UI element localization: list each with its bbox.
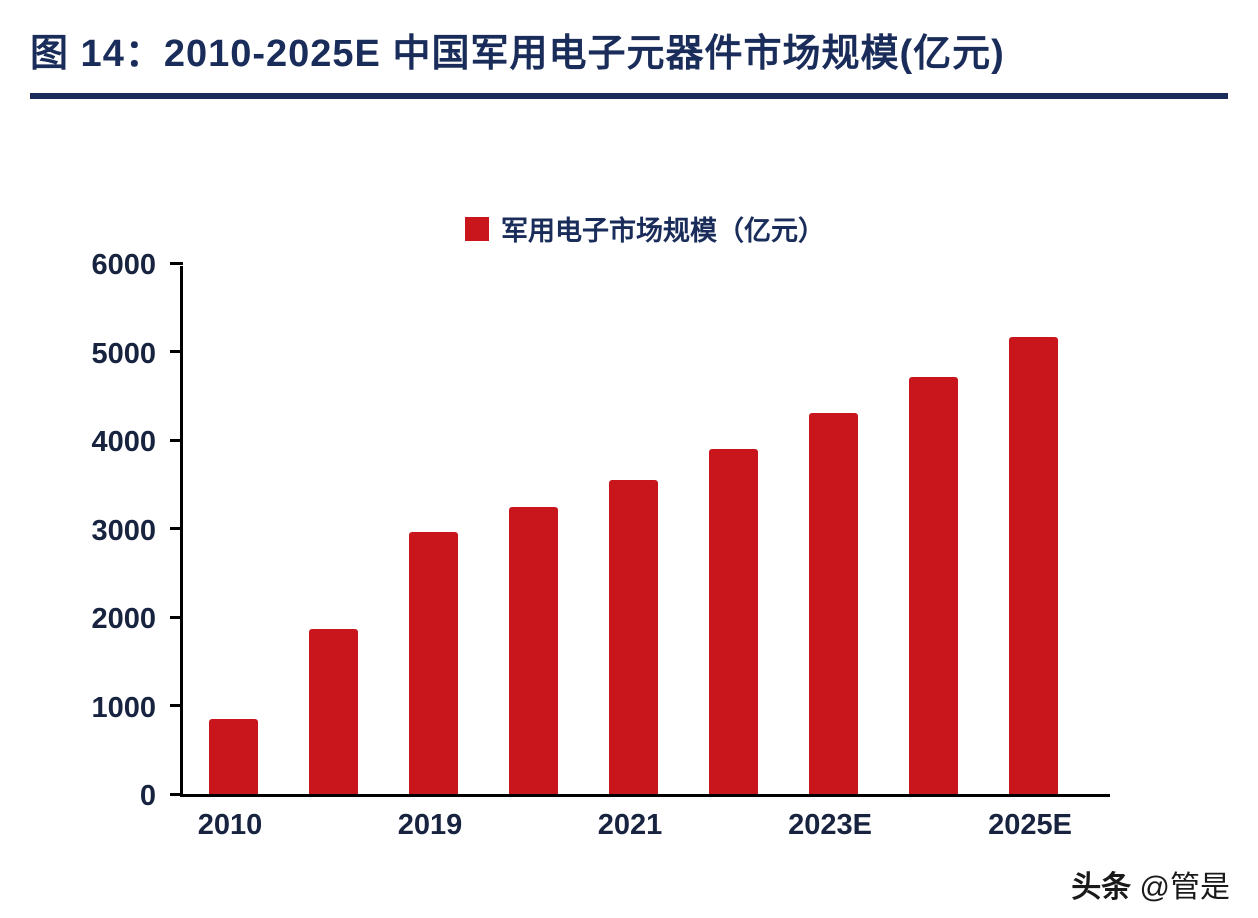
bar-2019 [408,532,458,794]
watermark: 头条 @管是 [1071,862,1230,906]
y-axis-labels: 0 1000 2000 3000 4000 5000 6000 [30,249,180,812]
bar-slot [483,263,583,794]
x-tick-label: 2010 [197,809,263,841]
legend: 军用电子市场规模（亿元） [180,209,1110,248]
watermark-brand: 头条 [1071,871,1132,904]
y-tick-label: 4000 [91,426,156,458]
bar-year-7 [908,377,958,794]
y-tick-mark [170,261,183,265]
x-tick-label [280,809,380,842]
bar-slot [383,263,483,794]
bar-2023E [808,413,858,794]
x-axis-labels: 2010 2019 2021 2023E 2025E [180,809,1080,842]
bar-2025E [1008,337,1058,794]
x-tick-label: 2023E [788,809,872,841]
y-tick-mark [170,350,183,353]
legend-label: 军用电子市场规模（亿元） [501,216,825,246]
y-tick-mark [170,527,183,530]
chart-region: 军用电子市场规模（亿元） 0 1000 2000 3000 4000 5000 6000 2… [30,209,1258,842]
plot-row: 0 1000 2000 3000 4000 5000 6000 [30,249,1258,812]
y-tick-mark [170,615,183,619]
bar-slot [183,263,283,794]
legend-swatch-icon [465,216,489,241]
x-tick-label [680,809,780,842]
bar-year-1 [308,629,358,794]
y-tick-label: 0 [139,780,156,812]
bar-slot [683,263,783,794]
x-axis-row: 2010 2019 2021 2023E 2025E [30,809,1258,842]
plot-area [170,261,1110,797]
x-tick-label: 2019 [397,809,463,841]
bar-slot [583,263,683,794]
page-title: 图 14：2010-2025E 中国军用电子元器件市场规模(亿元) [30,33,1005,75]
bars [183,263,1083,794]
y-tick-mark [170,438,183,442]
bar-slot [983,263,1083,794]
y-tick-label: 1000 [91,691,156,724]
bar-slot [283,263,383,794]
bar-year-5 [708,448,758,794]
title-underline [30,93,1228,99]
y-tick-mark [170,704,183,707]
bar-2021 [608,479,658,794]
header: 图 14：2010-2025E 中国军用电子元器件市场规模(亿元) [0,0,1258,77]
x-tick-label: 2025E [988,809,1072,841]
x-tick-label [480,809,580,842]
y-tick-label: 2000 [91,603,156,635]
y-tick-label: 5000 [91,337,156,370]
watermark-handle: @管是 [1139,871,1230,904]
bar-slot [783,263,883,794]
bar-2010 [208,718,258,794]
bar-slot [883,263,983,794]
y-tick-mark [170,792,183,796]
x-tick-label: 2021 [597,809,663,841]
bar-year-3 [508,507,558,794]
y-tick-label: 3000 [91,514,156,547]
x-axis-spacer [30,809,180,842]
x-tick-label [880,809,980,842]
y-tick-label: 6000 [91,249,156,281]
